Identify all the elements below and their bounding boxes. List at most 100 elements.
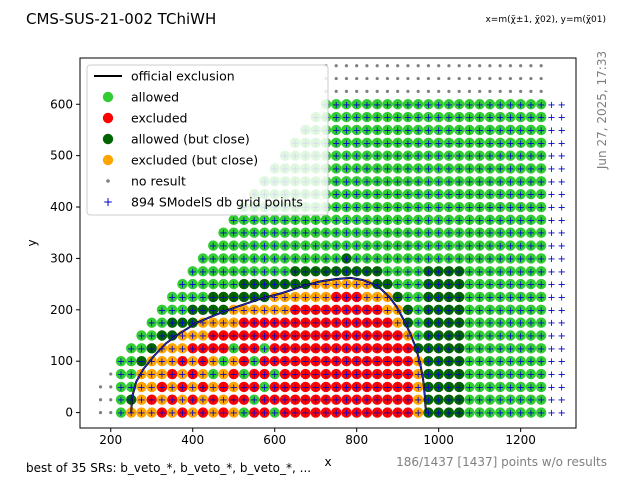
allowed-point — [443, 253, 455, 264]
allowed-point — [146, 330, 157, 341]
excluded-but-close-point — [330, 278, 342, 290]
excluded-but-close-point — [136, 394, 147, 405]
grid-point-marker: + — [393, 228, 401, 239]
excluded-point — [320, 394, 332, 405]
allowed-point — [361, 124, 373, 136]
grid-point-marker: + — [527, 305, 535, 316]
allowed-point — [535, 176, 547, 187]
allowed-point — [330, 227, 342, 238]
grid-point-marker: + — [281, 280, 289, 291]
grid-point-marker: + — [199, 395, 207, 406]
allowed-point — [218, 240, 229, 251]
grid-point-marker: + — [240, 331, 248, 342]
excluded-but-close-point — [197, 330, 209, 341]
excluded-but-close-point — [310, 291, 321, 303]
excluded-point — [351, 317, 362, 328]
grid-point-marker: + — [404, 318, 412, 329]
grid-point-marker: + — [168, 382, 176, 393]
grid-point-marker: + — [301, 241, 309, 252]
allowed-point — [474, 253, 485, 264]
grid-point-marker: + — [281, 254, 289, 265]
y-tick-label: 200 — [50, 303, 73, 317]
grid-point-marker: + — [486, 344, 494, 355]
allowed-but-close-point — [167, 317, 178, 328]
excluded-but-close-point — [290, 291, 301, 303]
excluded-but-close-point — [228, 407, 239, 418]
no-result-point — [519, 89, 523, 94]
allowed-point — [320, 253, 332, 264]
allowed-point — [310, 240, 321, 251]
grid-point-marker: + — [373, 241, 381, 252]
excluded-point — [310, 381, 321, 393]
allowed-point — [505, 163, 516, 174]
excluded-point — [238, 317, 250, 328]
allowed-but-close-point — [453, 368, 465, 380]
grid-point-marker: + — [260, 254, 268, 265]
allowed-but-close-point — [423, 266, 434, 277]
grid-point-marker: + — [486, 382, 494, 393]
allowed-point — [351, 240, 362, 251]
allowed-point — [525, 304, 537, 316]
grid-point-marker: + — [230, 241, 238, 252]
grid-point-marker: + — [250, 267, 258, 278]
grid-point-marker: + — [312, 318, 320, 329]
allowed-point — [494, 381, 506, 393]
allowed-point — [382, 240, 393, 251]
allowed-point — [474, 291, 485, 303]
grid-point-marker: + — [291, 357, 299, 368]
allowed-point — [494, 317, 506, 328]
grid-point-marker: + — [516, 177, 524, 188]
allowed-but-close-point — [279, 278, 291, 290]
allowed-but-close-point — [238, 291, 250, 303]
allowed-point — [412, 176, 424, 187]
excluded-point — [218, 343, 229, 354]
grid-point-marker: + — [291, 382, 299, 393]
grid-point-marker: + — [342, 241, 350, 252]
grid-point-marker: + — [547, 100, 555, 111]
allowed-point — [423, 214, 434, 226]
grid-point-marker: + — [301, 228, 309, 239]
allowed-point — [392, 253, 403, 264]
allowed-point — [351, 227, 362, 238]
grid-point-marker: + — [373, 408, 381, 419]
grid-point-marker: + — [168, 331, 176, 342]
allowed-but-close-point — [453, 304, 465, 316]
allowed-but-close-point — [453, 317, 465, 328]
grid-point-marker: + — [455, 113, 463, 124]
grid-point-marker: + — [445, 305, 453, 316]
allowed-point — [525, 227, 537, 238]
excluded-point — [310, 304, 321, 316]
allowed-but-close-point — [156, 330, 168, 341]
grid-point-marker: + — [240, 395, 248, 406]
grid-point-marker: + — [475, 395, 483, 406]
grid-point-marker: + — [230, 292, 238, 303]
allowed-point — [341, 111, 352, 123]
grid-point-marker: + — [547, 370, 555, 381]
excluded-point — [320, 381, 332, 393]
allowed-point — [515, 176, 526, 187]
grid-point-marker: + — [486, 100, 494, 111]
grid-point-marker: + — [209, 292, 217, 303]
grid-point-marker: + — [557, 280, 565, 291]
grid-point-marker: + — [260, 228, 268, 239]
allowed-point — [351, 137, 362, 148]
grid-point-marker: + — [158, 357, 166, 368]
grid-point-marker: + — [434, 318, 442, 329]
allowed-point — [515, 330, 526, 341]
grid-point-marker: + — [148, 331, 156, 342]
excluded-point — [361, 407, 373, 418]
allowed-point — [515, 278, 526, 290]
allowed-point — [341, 214, 352, 226]
excluded-point — [351, 394, 362, 405]
plot-border — [79, 57, 577, 429]
grid-point-marker: + — [527, 370, 535, 381]
grid-point-marker: + — [322, 254, 330, 265]
grid-point-marker: + — [445, 254, 453, 265]
no-result-point — [365, 76, 369, 81]
allowed-point — [484, 99, 496, 110]
allowed-but-close-point — [249, 278, 260, 290]
allowed-point — [484, 407, 496, 418]
grid-point-marker: + — [352, 125, 360, 136]
grid-point-marker: + — [527, 190, 535, 201]
